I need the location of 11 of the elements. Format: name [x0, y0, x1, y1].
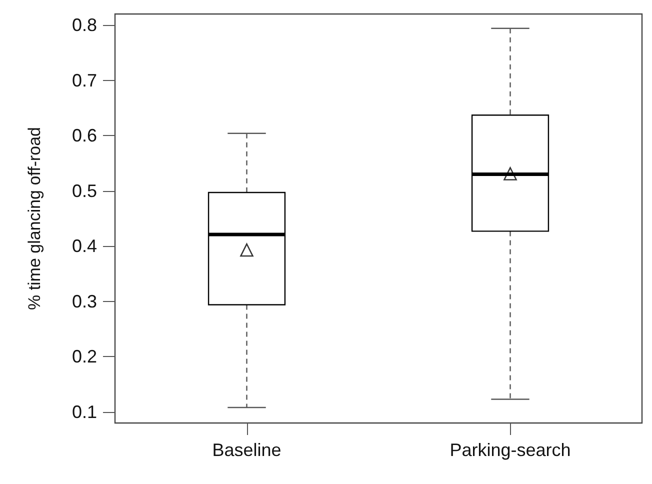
x-tick-label: Parking-search: [450, 440, 571, 460]
y-axis-title: % time glancing off-road: [25, 126, 44, 310]
y-tick-label: 0.1: [72, 402, 97, 422]
y-tick-label: 0.7: [72, 70, 97, 90]
y-tick-label: 0.4: [72, 236, 97, 256]
x-tick-label: Baseline: [212, 440, 282, 460]
y-tick-label: 0.3: [72, 291, 97, 312]
y-tick-label: 0.6: [72, 126, 97, 146]
y-tick-label: 0.5: [72, 180, 97, 201]
y-tick-label: 0.8: [72, 15, 97, 36]
y-tick-label: 0.2: [72, 346, 97, 367]
